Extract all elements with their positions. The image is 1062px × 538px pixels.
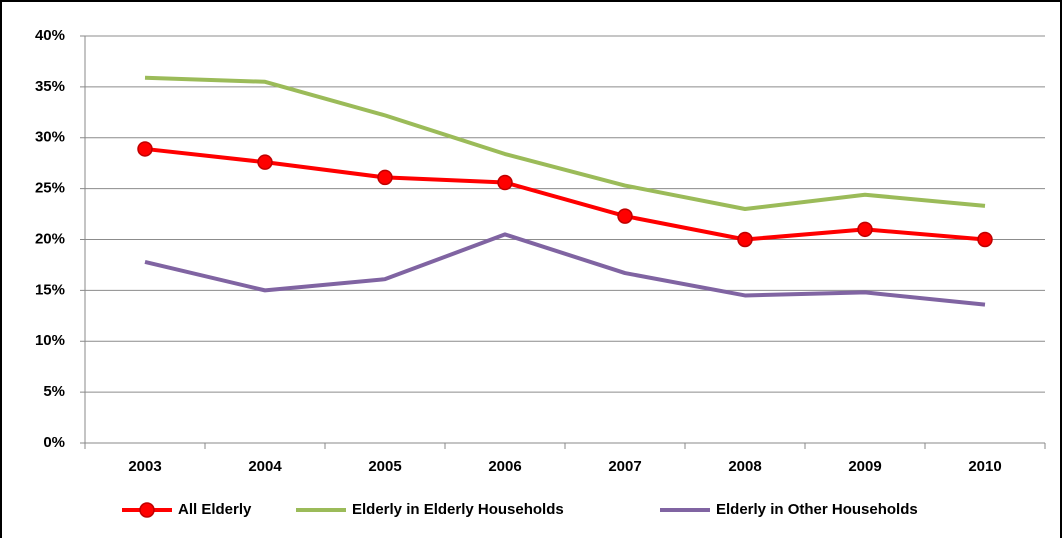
y-tick-label: 40%: [35, 27, 65, 44]
data-point: [617, 208, 633, 224]
legend-marker: [139, 502, 155, 518]
y-tick-label: 15%: [35, 281, 65, 298]
x-tick-label: 2008: [728, 458, 761, 475]
y-tick-label: 30%: [35, 129, 65, 146]
x-tick-label: 2003: [128, 458, 161, 475]
x-tick-label: 2005: [368, 458, 401, 475]
y-tick-label: 10%: [35, 332, 65, 349]
series-line: [144, 146, 986, 242]
y-tick-label: 20%: [35, 230, 65, 247]
x-tick-label: 2010: [968, 458, 1001, 475]
data-point: [497, 174, 513, 191]
legend-label: Elderly in Elderly Households: [352, 501, 564, 518]
x-tick-label: 2004: [248, 458, 282, 475]
data-point: [977, 231, 993, 248]
data-point: [857, 221, 873, 238]
y-tick-label: 5%: [43, 383, 65, 400]
data-point: [257, 154, 273, 170]
y-tick-label: 35%: [35, 78, 65, 95]
data-point: [137, 141, 153, 157]
series-line: [144, 232, 986, 307]
legend-label: Elderly in Other Households: [716, 501, 918, 518]
x-tick-label: 2006: [488, 458, 521, 475]
y-tick-label: 0%: [43, 434, 65, 451]
y-tick-label: 25%: [35, 180, 65, 197]
data-point: [377, 169, 393, 186]
legend-label: All Elderly: [178, 501, 252, 518]
series-line: [144, 75, 986, 211]
x-tick-label: 2007: [608, 458, 641, 475]
x-tick-label: 2009: [848, 458, 881, 475]
data-point: [737, 231, 753, 248]
